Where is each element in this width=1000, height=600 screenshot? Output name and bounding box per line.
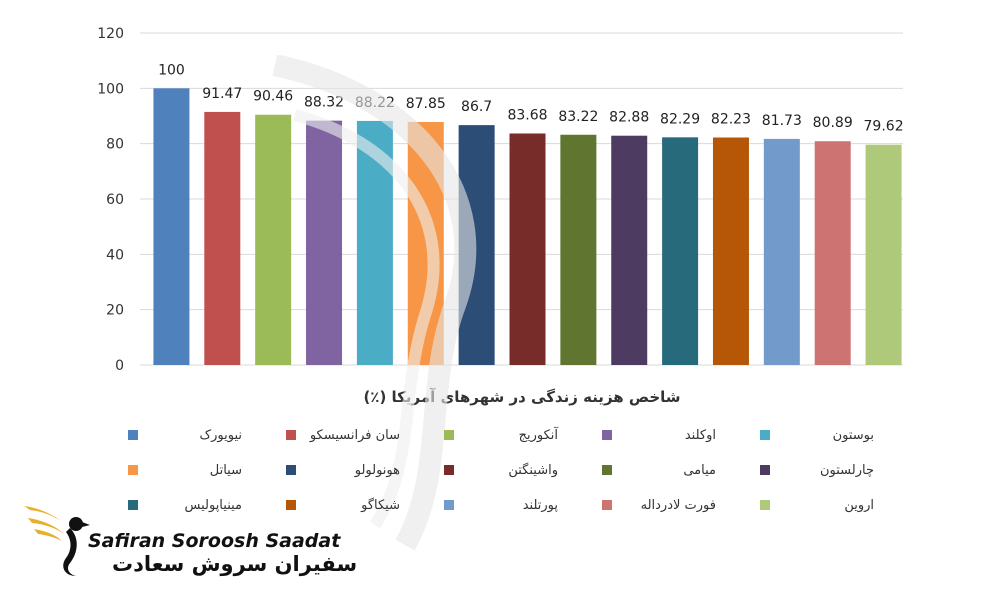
data-label: 87.85: [406, 96, 446, 112]
y-tick-label: 120: [97, 26, 124, 42]
legend-item: اروین: [760, 496, 918, 514]
legend-label: فورت لادرداله: [640, 497, 716, 513]
y-tick-label: 100: [97, 81, 124, 97]
legend-swatch: [128, 500, 138, 510]
y-tick-label: 60: [106, 192, 124, 208]
legend-item: سان فرانسیسکو: [286, 426, 444, 444]
bar: [153, 88, 190, 365]
legend-swatch: [760, 465, 770, 475]
y-axis-ticks: 0 20 40 60 80 100 120: [97, 26, 124, 374]
legend-swatch: [760, 500, 770, 510]
legend-label: اروین: [844, 497, 874, 513]
legend-item: میامی: [602, 461, 760, 479]
bar: [407, 121, 444, 365]
legend-label: شیکاگو: [361, 497, 400, 513]
y-tick-label: 40: [106, 247, 124, 263]
legend-swatch: [602, 465, 612, 475]
bar: [763, 138, 800, 365]
legend-swatch: [128, 430, 138, 440]
legend-swatch: [602, 500, 612, 510]
data-label: 81.73: [762, 113, 802, 129]
bar: [509, 133, 546, 365]
legend-label: بوستون: [832, 427, 874, 443]
data-label: 88.22: [355, 95, 395, 111]
bar: [611, 135, 648, 365]
data-label: 83.68: [507, 107, 547, 123]
legend-label: اوکلند: [684, 427, 716, 443]
data-label: 90.46: [253, 89, 293, 105]
legend-label: واشینگتن: [508, 462, 558, 478]
bar: [814, 141, 851, 365]
legend-label: میامی: [683, 462, 716, 478]
y-tick-label: 20: [106, 303, 124, 319]
legend-swatch: [286, 465, 296, 475]
legend-item: سیاتل: [128, 461, 286, 479]
legend-label: پورتلند: [522, 497, 558, 513]
bar: [712, 137, 749, 365]
bar: [458, 125, 495, 365]
legend: نیویورک سان فرانسیسکو آنکوریج اوکلند بوستون س…: [128, 426, 898, 514]
bars: [153, 88, 902, 366]
y-tick-label: 80: [106, 137, 124, 153]
legend-label: سیاتل: [209, 462, 242, 478]
data-label: 83.22: [558, 109, 598, 125]
legend-swatch: [444, 430, 454, 440]
legend-item: هونولولو: [286, 461, 444, 479]
bar: [255, 114, 292, 366]
data-label: 86.7: [461, 99, 492, 115]
brand-name-fa: سفیران سروش سعادت: [112, 552, 358, 576]
legend-item: اوکلند: [602, 426, 760, 444]
data-label: 100: [158, 62, 185, 78]
brand-name-en: Safiran Soroosh Saadat: [88, 530, 341, 552]
data-label: 91.47: [202, 86, 242, 102]
legend-item: شیکاگو: [286, 496, 444, 514]
legend-label: آنکوریج: [518, 427, 558, 443]
legend-item: پورتلند: [444, 496, 602, 514]
bar: [865, 144, 902, 365]
legend-item: مینیاپولیس: [128, 496, 286, 514]
y-tick-label: 0: [115, 358, 124, 374]
bird-logo-icon: [24, 506, 90, 576]
legend-swatch: [286, 430, 296, 440]
legend-label: سان فرانسیسکو: [309, 427, 400, 443]
bar: [356, 120, 393, 365]
legend-item: چارلستون: [760, 461, 918, 479]
data-label: 79.62: [864, 119, 904, 135]
legend-swatch: [286, 500, 296, 510]
brand-logo: Safiran Soroosh Saadat سفیران سروش سعادت: [20, 498, 357, 588]
legend-swatch: [602, 430, 612, 440]
legend-swatch: [444, 500, 454, 510]
bar: [662, 137, 699, 365]
legend-swatch: [444, 465, 454, 475]
legend-swatch: [128, 465, 138, 475]
data-label: 88.32: [304, 95, 344, 111]
chart-title: شاخص هزینه زندگی در شهرهای آمریکا (٪): [363, 388, 680, 406]
legend-swatch: [760, 430, 770, 440]
bar: [560, 134, 597, 365]
data-label: 82.29: [660, 111, 700, 127]
bar: [204, 111, 241, 365]
legend-label: هونولولو: [354, 462, 400, 478]
data-label: 80.89: [813, 115, 853, 131]
legend-item: نیویورک: [128, 426, 286, 444]
legend-label: نیویورک: [199, 427, 242, 443]
bar: [306, 120, 343, 365]
legend-item: آنکوریج: [444, 426, 602, 444]
legend-item: بوستون: [760, 426, 918, 444]
legend-item: فورت لادرداله: [602, 496, 760, 514]
data-label: 82.23: [711, 111, 751, 127]
legend-item: واشینگتن: [444, 461, 602, 479]
data-label: 82.88: [609, 110, 649, 126]
legend-label: مینیاپولیس: [184, 497, 242, 513]
legend-label: چارلستون: [819, 462, 874, 478]
